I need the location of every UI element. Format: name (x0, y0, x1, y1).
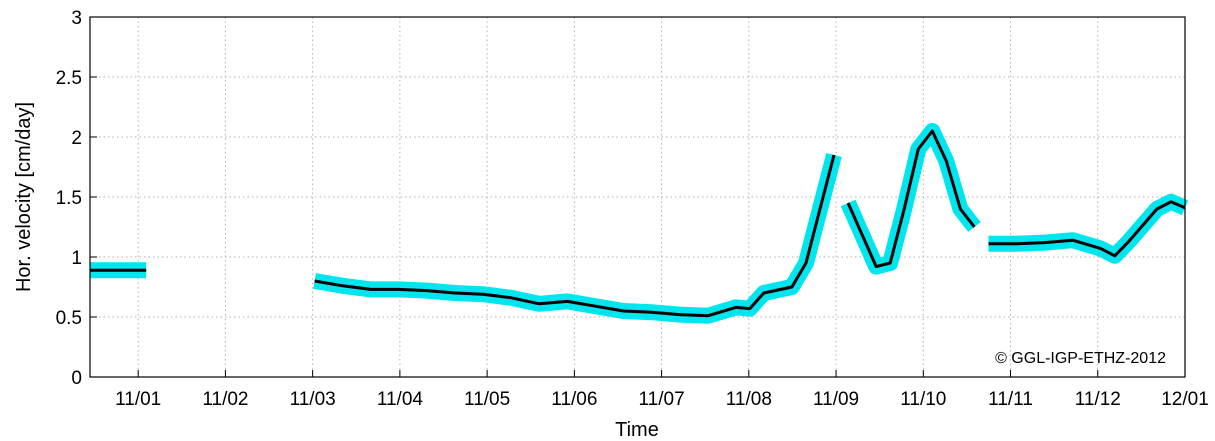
copyright-notice: © GGL-IGP-ETHZ-2012 (995, 350, 1166, 367)
x-tick-label: 11/05 (464, 389, 510, 410)
velocity-line (846, 129, 976, 269)
uncertainty-bands (90, 123, 1189, 324)
y-tick-label: 3 (71, 8, 82, 29)
grid-lines (90, 17, 1185, 377)
y-tick-label: 1.5 (56, 188, 82, 209)
y-tick-label: 2 (71, 128, 82, 149)
x-tick-label: 11/12 (1075, 389, 1121, 410)
x-tick-label: 11/06 (551, 389, 597, 410)
y-tick-label: 0 (71, 368, 82, 389)
x-tick-label: 11/07 (639, 389, 685, 410)
x-tick-label: 11/08 (726, 389, 772, 410)
x-tick-label: 11/01 (115, 389, 161, 410)
x-axis-ticks: 11/01 11/02 11/03 11/04 11/05 11/06 11/07 11/08… (115, 370, 1209, 410)
y-tick-label: 1 (71, 248, 82, 269)
velocity-lines (90, 129, 1186, 318)
x-tick-label: 12/01 (1161, 389, 1209, 410)
x-tick-label: 11/02 (202, 389, 248, 410)
x-tick-label: 11/04 (377, 389, 424, 410)
velocity-line (314, 154, 836, 318)
x-tick-label: 11/11 (988, 389, 1033, 410)
y-axis-ticks: 0 0.5 1 1.5 2 2.5 3 (56, 8, 97, 389)
x-tick-label: 11/03 (290, 389, 336, 410)
y-tick-label: 0.5 (56, 308, 82, 329)
x-tick-label: 11/10 (900, 389, 946, 410)
x-tick-label: 11/09 (813, 389, 859, 410)
x-axis-title: Time (615, 419, 659, 441)
y-axis-title: Hor. velocity [cm/day] (13, 102, 35, 292)
plot-frame (89, 16, 1186, 378)
y-tick-label: 2.5 (56, 68, 82, 89)
velocity-line (988, 200, 1186, 258)
